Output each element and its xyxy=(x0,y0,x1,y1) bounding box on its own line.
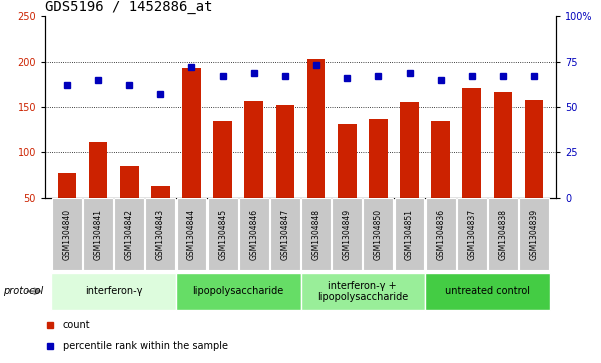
Bar xyxy=(457,198,487,270)
Bar xyxy=(432,121,450,198)
Bar xyxy=(52,198,82,270)
Bar xyxy=(338,124,356,198)
Text: GSM1304849: GSM1304849 xyxy=(343,209,352,260)
Bar xyxy=(276,105,294,198)
Bar xyxy=(425,273,550,310)
Text: GSM1304842: GSM1304842 xyxy=(124,209,133,260)
Text: GSM1304838: GSM1304838 xyxy=(498,209,507,260)
Text: GSM1304850: GSM1304850 xyxy=(374,209,383,260)
Bar xyxy=(151,186,169,198)
Bar xyxy=(239,198,269,270)
Text: interferon-γ: interferon-γ xyxy=(85,286,142,296)
Text: GSM1304843: GSM1304843 xyxy=(156,209,165,260)
Bar xyxy=(364,198,393,270)
Bar xyxy=(332,198,362,270)
Bar xyxy=(395,198,424,270)
Text: GSM1304845: GSM1304845 xyxy=(218,209,227,260)
Bar xyxy=(307,59,325,198)
Text: GSM1304847: GSM1304847 xyxy=(281,209,290,260)
Bar xyxy=(519,198,549,270)
Bar xyxy=(176,273,300,310)
Text: interferon-γ +
lipopolysaccharide: interferon-γ + lipopolysaccharide xyxy=(317,281,409,302)
Bar xyxy=(114,198,144,270)
Bar xyxy=(51,273,176,310)
Bar xyxy=(400,102,419,198)
Text: GSM1304846: GSM1304846 xyxy=(249,209,258,260)
Bar xyxy=(488,198,518,270)
Bar xyxy=(177,198,206,270)
Bar xyxy=(245,101,263,198)
Bar xyxy=(208,198,237,270)
Text: percentile rank within the sample: percentile rank within the sample xyxy=(63,341,228,351)
Bar xyxy=(463,88,481,198)
Text: GSM1304844: GSM1304844 xyxy=(187,209,196,260)
Bar xyxy=(145,198,175,270)
Bar xyxy=(83,198,113,270)
Bar xyxy=(270,198,300,270)
Text: count: count xyxy=(63,321,91,330)
Text: GSM1304839: GSM1304839 xyxy=(529,209,538,260)
Bar xyxy=(300,273,425,310)
Text: GSM1304841: GSM1304841 xyxy=(94,209,103,260)
Text: lipopolysaccharide: lipopolysaccharide xyxy=(192,286,284,296)
Text: protocol: protocol xyxy=(3,286,43,296)
Bar xyxy=(369,119,388,198)
Text: untreated control: untreated control xyxy=(445,286,530,296)
Bar xyxy=(182,68,201,198)
Bar xyxy=(426,198,456,270)
Bar xyxy=(120,166,138,198)
Bar xyxy=(213,121,232,198)
Text: GSM1304848: GSM1304848 xyxy=(311,209,320,260)
Bar xyxy=(89,142,108,198)
Text: GSM1304851: GSM1304851 xyxy=(405,209,414,260)
Text: GSM1304840: GSM1304840 xyxy=(63,209,72,260)
Bar xyxy=(525,100,543,198)
Text: GDS5196 / 1452886_at: GDS5196 / 1452886_at xyxy=(45,0,213,14)
Text: GSM1304837: GSM1304837 xyxy=(468,209,477,260)
Bar xyxy=(58,174,76,198)
Bar xyxy=(493,91,512,198)
Bar xyxy=(301,198,331,270)
Text: GSM1304836: GSM1304836 xyxy=(436,209,445,260)
